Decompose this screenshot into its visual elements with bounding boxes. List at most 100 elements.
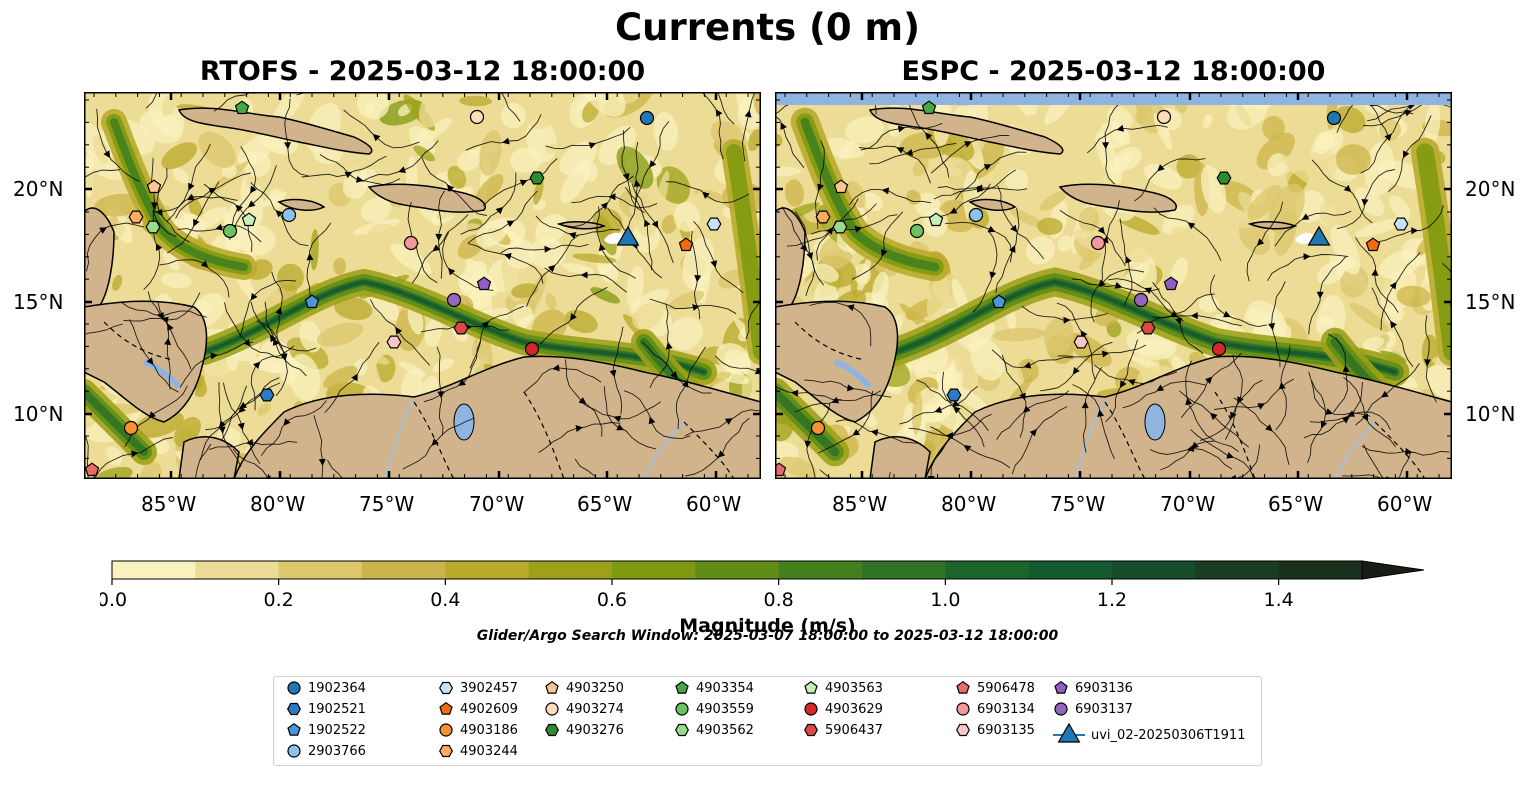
streamline-arrow bbox=[103, 150, 111, 159]
streamline-arrow bbox=[1342, 416, 1350, 424]
streamline-arrow bbox=[151, 201, 159, 210]
lat-tick-label: 20°N bbox=[13, 177, 64, 201]
streamline-arrow bbox=[846, 304, 855, 312]
float-marker bbox=[639, 110, 655, 126]
streamline-arrow bbox=[495, 206, 504, 215]
streamline-arrow bbox=[188, 182, 195, 191]
colorbar-bin bbox=[278, 561, 363, 579]
streamline bbox=[157, 301, 171, 390]
colorbar-bin bbox=[945, 561, 1030, 579]
rtofs-current-map-svg bbox=[32, 31, 844, 536]
colorbar-tick-label: 0.4 bbox=[430, 589, 460, 611]
lon-tick-label: 60°W bbox=[1377, 492, 1433, 516]
streamline-arrow bbox=[715, 109, 723, 117]
glider-marker bbox=[616, 225, 640, 246]
legend-marker-icon bbox=[439, 681, 453, 695]
legend-label: 5906437 bbox=[825, 722, 883, 738]
float-marker bbox=[403, 235, 419, 251]
float-marker bbox=[145, 220, 161, 234]
legend-float-marker bbox=[675, 680, 689, 694]
legend-entry: 1902521 bbox=[286, 701, 366, 717]
float-marker bbox=[1326, 110, 1342, 126]
colorbar-bin bbox=[445, 561, 530, 579]
streamline bbox=[231, 146, 257, 227]
float-marker bbox=[928, 212, 944, 227]
lon-tick-label: 65°W bbox=[577, 492, 633, 516]
colorbar-bin bbox=[362, 561, 446, 579]
streamline-arrow bbox=[1424, 359, 1431, 367]
legend-float-marker bbox=[439, 723, 453, 737]
streamline-arrow bbox=[976, 185, 985, 193]
streamline-arrow bbox=[1127, 379, 1136, 386]
float-marker bbox=[259, 388, 275, 402]
legend-marker-icon bbox=[804, 702, 818, 716]
legend-label: 4903274 bbox=[566, 701, 624, 717]
float-marker bbox=[146, 179, 162, 194]
streamline bbox=[402, 417, 475, 470]
streamline-arrow bbox=[1175, 317, 1182, 326]
streamline-arrow bbox=[146, 357, 154, 365]
legend-label: 4903276 bbox=[566, 722, 624, 738]
colorbar-tick-label: 0.8 bbox=[764, 589, 794, 611]
streamline bbox=[1275, 345, 1291, 431]
streamline-arrow bbox=[1186, 445, 1195, 452]
streamline bbox=[264, 301, 307, 377]
colorbar: 0.0 0.2 0.4 0.6 0.8 1.0 1.2 1.4 bbox=[97, 555, 1440, 615]
float-marker bbox=[909, 223, 925, 239]
legend-entry: 2903766 bbox=[286, 743, 366, 759]
streamline-arrow bbox=[238, 405, 246, 413]
streamline-arrow bbox=[1265, 424, 1273, 432]
streamline bbox=[930, 426, 1011, 469]
legend-float-marker bbox=[675, 702, 689, 716]
river bbox=[383, 401, 415, 480]
legend-entry: 4903186 bbox=[438, 722, 518, 738]
streamline bbox=[271, 271, 288, 356]
streamline bbox=[1361, 445, 1450, 456]
streamline bbox=[500, 243, 589, 254]
legend-float-marker bbox=[956, 723, 970, 737]
streamline-arrow bbox=[552, 364, 560, 372]
streamline-arrow bbox=[613, 415, 622, 423]
streamline-arrow bbox=[1114, 282, 1123, 289]
legend-marker-icon bbox=[1054, 680, 1068, 694]
streamline bbox=[945, 221, 1013, 263]
streamline bbox=[260, 400, 327, 456]
legend-marker-icon bbox=[956, 702, 970, 716]
streamline-arrow bbox=[694, 274, 702, 283]
streamline bbox=[1224, 354, 1243, 440]
legend-label: 4903244 bbox=[460, 743, 518, 759]
streamline-arrow bbox=[1157, 164, 1165, 172]
lake-maracaibo bbox=[1144, 403, 1166, 441]
streamline-arrow bbox=[580, 271, 588, 279]
colorbar-label: Magnitude (m/s) bbox=[679, 615, 856, 637]
float-marker bbox=[524, 341, 540, 357]
streamline-arrow bbox=[725, 418, 733, 425]
streamline-arrow bbox=[934, 406, 943, 414]
legend-label: 4903629 bbox=[825, 701, 883, 717]
colorbar-bin bbox=[862, 561, 946, 579]
legend-float-marker bbox=[804, 680, 818, 694]
float-marker bbox=[946, 388, 962, 402]
legend-label: 5906478 bbox=[977, 680, 1035, 696]
streamline bbox=[177, 224, 262, 243]
float-marker bbox=[1365, 237, 1381, 252]
espc-current-map-svg bbox=[719, 28, 1516, 538]
streamline-arrow bbox=[372, 133, 381, 142]
streamline-arrow bbox=[1019, 392, 1026, 401]
streamline-arrow bbox=[1389, 281, 1397, 290]
streamline bbox=[361, 140, 439, 182]
streamline-arrow bbox=[253, 361, 261, 370]
legend-marker-icon bbox=[287, 681, 301, 695]
legend-marker-icon bbox=[287, 722, 301, 736]
legend-label: 4903562 bbox=[696, 722, 754, 738]
streamline-arrow bbox=[544, 245, 552, 253]
streamline-arrow bbox=[215, 223, 223, 231]
streamline-arrow bbox=[218, 426, 226, 434]
country-border bbox=[1214, 391, 1256, 480]
legend-label: 4903186 bbox=[460, 722, 518, 738]
streamline-arrow bbox=[250, 292, 258, 301]
legend-marker-icon bbox=[287, 744, 301, 758]
streamline bbox=[1119, 218, 1133, 306]
streamline bbox=[150, 157, 177, 237]
streamline-arrow bbox=[1403, 150, 1410, 159]
